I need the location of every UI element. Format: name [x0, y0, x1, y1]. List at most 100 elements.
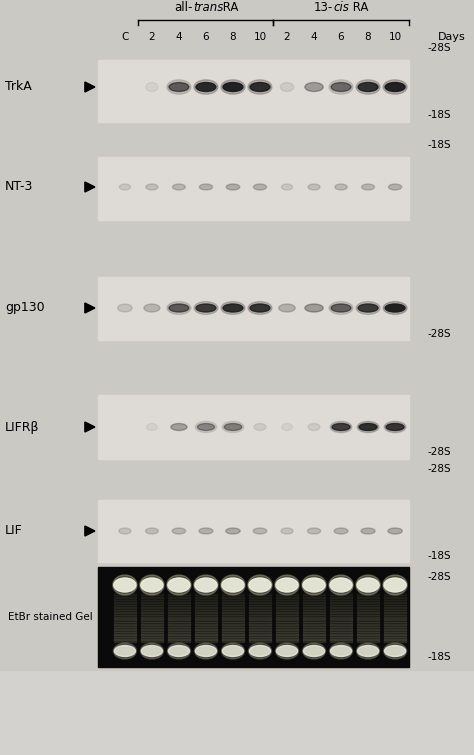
Ellipse shape: [275, 575, 299, 595]
Bar: [168, 593, 190, 596]
Text: 10: 10: [389, 32, 401, 42]
Ellipse shape: [250, 82, 270, 91]
Ellipse shape: [330, 578, 352, 592]
Bar: [114, 632, 136, 635]
Ellipse shape: [358, 82, 378, 91]
Bar: [141, 639, 163, 642]
Bar: [249, 632, 271, 635]
Text: 10: 10: [254, 32, 266, 42]
Ellipse shape: [194, 643, 218, 659]
Text: 8: 8: [365, 32, 371, 42]
Bar: [168, 595, 190, 598]
Text: 13-: 13-: [314, 1, 333, 14]
Bar: [98, 395, 409, 459]
Bar: [330, 593, 352, 596]
Ellipse shape: [303, 578, 325, 592]
Ellipse shape: [144, 304, 160, 312]
Bar: [98, 60, 409, 122]
Bar: [249, 593, 271, 596]
Bar: [114, 622, 136, 625]
Ellipse shape: [305, 82, 323, 91]
Bar: [357, 617, 379, 620]
Ellipse shape: [168, 646, 190, 657]
Bar: [330, 600, 352, 602]
Text: 2: 2: [284, 32, 290, 42]
Bar: [168, 634, 190, 637]
Bar: [195, 629, 217, 632]
Text: -28S: -28S: [427, 329, 451, 339]
Ellipse shape: [356, 575, 380, 595]
Ellipse shape: [140, 643, 164, 659]
Bar: [384, 609, 406, 612]
Ellipse shape: [385, 82, 405, 91]
Bar: [114, 602, 136, 606]
Bar: [276, 605, 298, 608]
Bar: [303, 627, 325, 630]
Ellipse shape: [357, 646, 379, 657]
Ellipse shape: [331, 304, 351, 312]
Bar: [276, 612, 298, 615]
Bar: [168, 605, 190, 608]
Bar: [249, 609, 271, 612]
Polygon shape: [85, 303, 95, 313]
Bar: [114, 615, 136, 618]
Text: 4: 4: [176, 32, 182, 42]
Bar: [141, 634, 163, 637]
Bar: [114, 597, 136, 600]
Text: gp130: gp130: [5, 301, 45, 315]
Bar: [114, 595, 136, 598]
Bar: [330, 636, 352, 639]
Ellipse shape: [276, 578, 298, 592]
Bar: [249, 617, 271, 620]
Bar: [276, 624, 298, 627]
Bar: [384, 627, 406, 630]
Ellipse shape: [222, 646, 244, 657]
Bar: [276, 634, 298, 637]
Bar: [384, 615, 406, 618]
Bar: [303, 636, 325, 639]
Ellipse shape: [356, 301, 380, 314]
Bar: [249, 602, 271, 606]
Bar: [384, 624, 406, 627]
Ellipse shape: [119, 184, 130, 190]
Bar: [330, 607, 352, 610]
Bar: [141, 627, 163, 630]
Bar: [357, 632, 379, 635]
Bar: [249, 612, 271, 615]
Ellipse shape: [169, 82, 189, 91]
Bar: [249, 615, 271, 618]
Bar: [0, 0, 474, 670]
Bar: [168, 612, 190, 615]
Bar: [168, 607, 190, 610]
Polygon shape: [85, 422, 95, 432]
Text: -18S: -18S: [427, 652, 451, 662]
Ellipse shape: [226, 184, 240, 190]
Bar: [141, 605, 163, 608]
Bar: [357, 607, 379, 610]
Bar: [276, 602, 298, 606]
Bar: [276, 597, 298, 600]
Ellipse shape: [303, 646, 325, 657]
Bar: [222, 593, 244, 596]
Ellipse shape: [221, 80, 245, 94]
Ellipse shape: [173, 184, 185, 190]
Bar: [195, 636, 217, 639]
Bar: [222, 619, 244, 622]
Ellipse shape: [305, 304, 323, 312]
Bar: [141, 593, 163, 596]
Ellipse shape: [276, 646, 298, 657]
Ellipse shape: [248, 80, 272, 94]
Bar: [330, 629, 352, 632]
Ellipse shape: [275, 643, 299, 659]
Text: -28S: -28S: [427, 572, 451, 582]
Bar: [222, 605, 244, 608]
Bar: [384, 629, 406, 632]
Bar: [249, 639, 271, 642]
Bar: [330, 622, 352, 625]
Bar: [303, 615, 325, 618]
Ellipse shape: [335, 184, 347, 190]
Ellipse shape: [195, 421, 217, 433]
Ellipse shape: [331, 82, 351, 91]
Ellipse shape: [167, 575, 191, 595]
Ellipse shape: [308, 424, 320, 430]
